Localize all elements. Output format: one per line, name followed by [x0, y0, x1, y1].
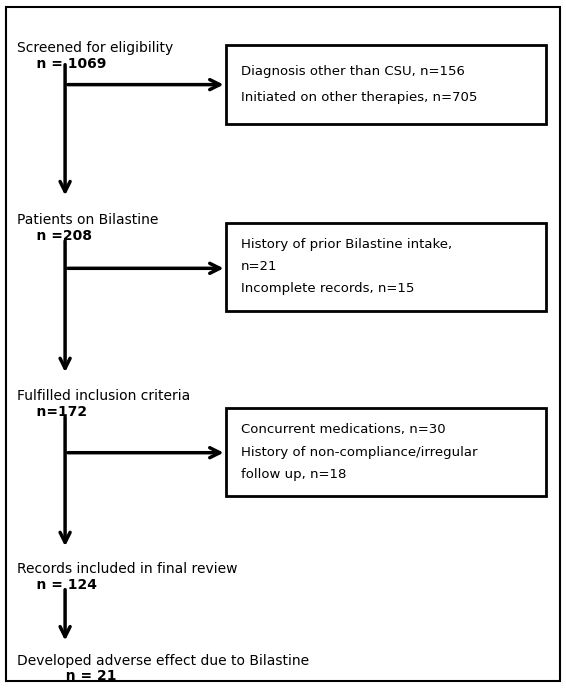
Text: n = 124: n = 124	[17, 578, 97, 592]
Bar	[226, 408, 546, 496]
Text: n=21: n=21	[241, 261, 277, 273]
Text: Patients on Bilastine: Patients on Bilastine	[17, 213, 158, 227]
Text: Concurrent medications, n=30: Concurrent medications, n=30	[241, 424, 445, 436]
Text: Screened for eligibility: Screened for eligibility	[17, 41, 173, 55]
Text: n = 1069: n = 1069	[17, 57, 106, 71]
Text: n =208: n =208	[17, 229, 92, 243]
Bar	[226, 223, 546, 311]
Text: Diagnosis other than CSU, n=156: Diagnosis other than CSU, n=156	[241, 65, 465, 78]
Text: n = 21: n = 21	[17, 669, 117, 683]
Text: Records included in final review: Records included in final review	[17, 562, 238, 576]
Text: Incomplete records, n=15: Incomplete records, n=15	[241, 283, 414, 295]
Text: Initiated on other therapies, n=705: Initiated on other therapies, n=705	[241, 91, 477, 104]
Text: Fulfilled inclusion criteria: Fulfilled inclusion criteria	[17, 389, 190, 402]
Text: Developed adverse effect due to Bilastine: Developed adverse effect due to Bilastin…	[17, 654, 309, 667]
Text: follow up, n=18: follow up, n=18	[241, 468, 346, 480]
Bar	[226, 45, 546, 124]
Text: History of prior Bilastine intake,: History of prior Bilastine intake,	[241, 239, 452, 251]
Text: n=172: n=172	[17, 405, 87, 418]
Text: History of non-compliance/irregular: History of non-compliance/irregular	[241, 446, 477, 458]
